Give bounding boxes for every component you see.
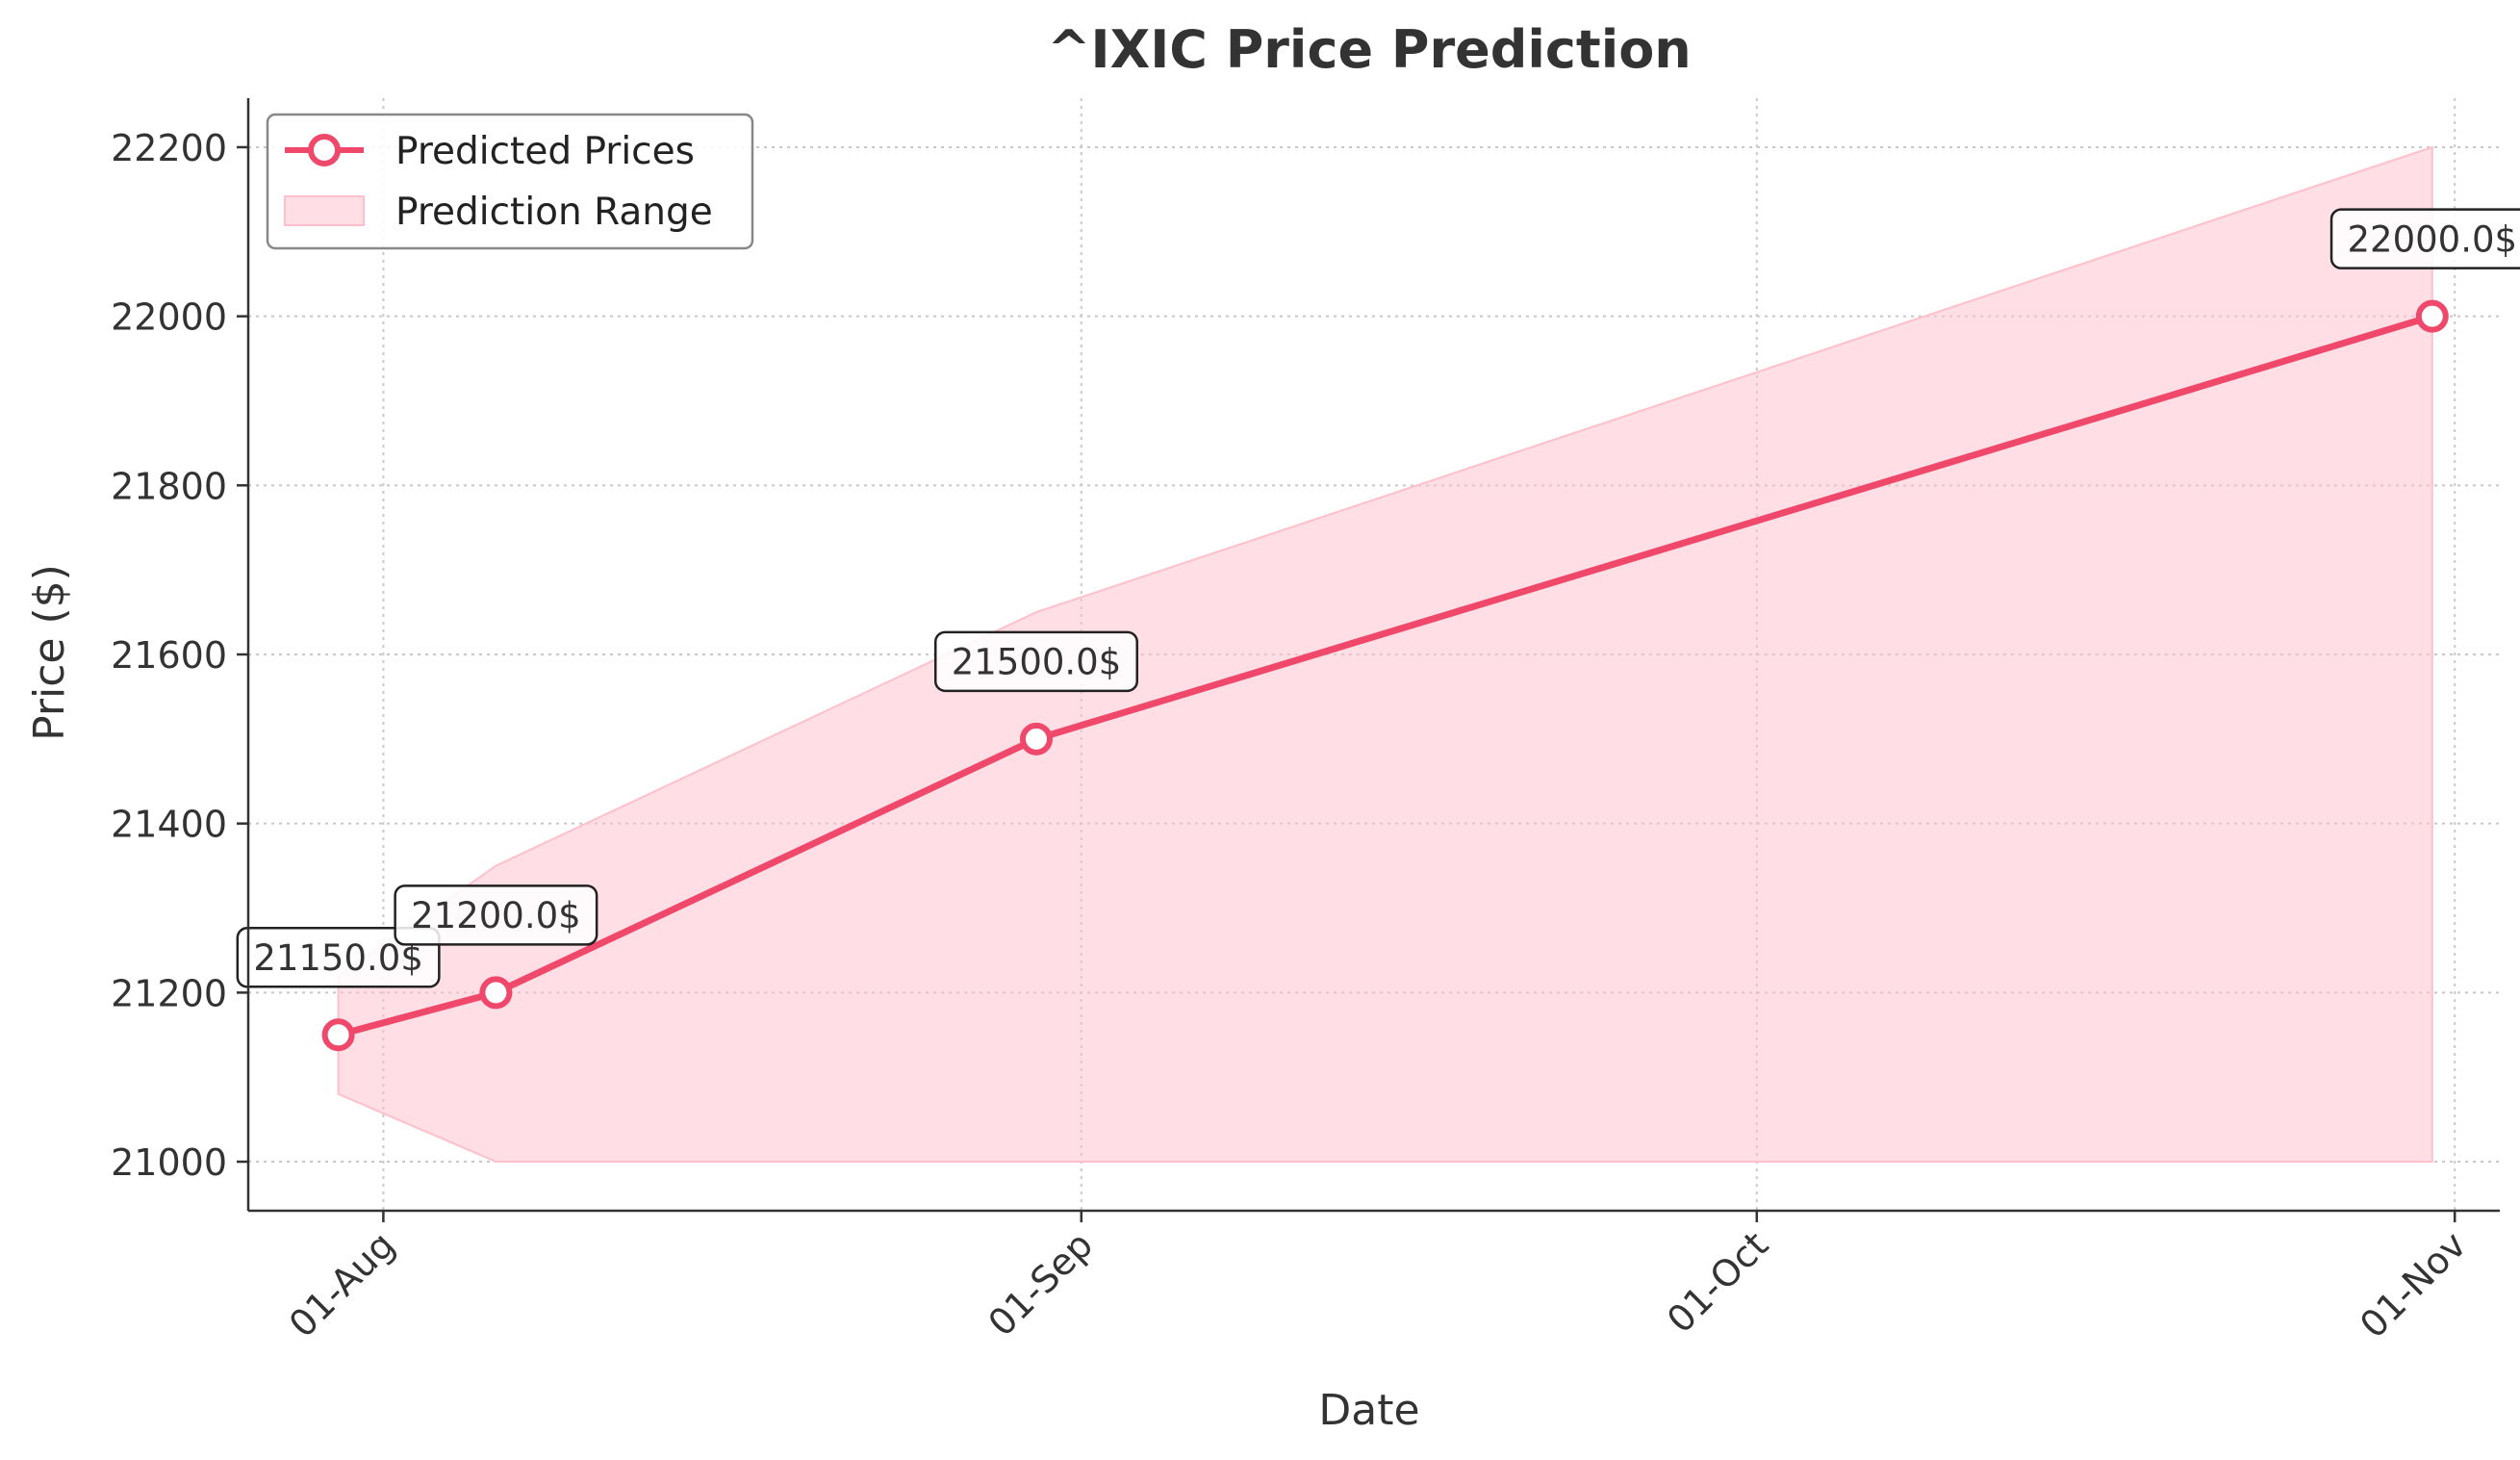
- data-label-text: 21150.0$: [253, 937, 423, 979]
- y-tick-label: 21000: [111, 1141, 227, 1184]
- prediction-range-area: [337, 145, 2433, 1164]
- y-tick-label: 22000: [111, 296, 227, 339]
- predicted-points-layer: [321, 299, 2449, 1052]
- y-tick-label: 22200: [111, 127, 227, 169]
- legend-box: [266, 113, 754, 250]
- y-tick-label: 21400: [111, 804, 227, 846]
- predicted-price-point: [2415, 299, 2449, 333]
- data-label: 22000.0$: [2329, 208, 2520, 269]
- data-label-box: [933, 630, 1139, 693]
- predicted-price-point: [321, 1018, 355, 1052]
- legend-label-predicted: Predicted Prices: [395, 130, 695, 173]
- data-label: 21500.0$: [933, 630, 1139, 693]
- data-label-text: 21200.0$: [411, 895, 581, 936]
- legend: Predicted Prices Prediction Range: [266, 113, 754, 250]
- x-axis-label: Date: [1318, 1386, 1419, 1435]
- prediction-range-layer: [337, 145, 2433, 1164]
- chart-title: ^IXIC Price Prediction: [1047, 19, 1692, 80]
- data-label-text: 22000.0$: [2348, 218, 2518, 260]
- predicted-price-point: [479, 976, 513, 1010]
- y-axis-ticks: 21000 21200 21400 21600 21800 22000 22200: [111, 127, 248, 1184]
- legend-label-range: Prediction Range: [395, 191, 713, 234]
- data-label-box: [2329, 208, 2520, 269]
- predicted-prices-line: [335, 313, 2436, 1038]
- predicted-price-point: [1020, 722, 1053, 756]
- y-tick-label: 21200: [111, 972, 227, 1014]
- data-label: 21200.0$: [394, 884, 598, 946]
- y-tick-label: 21600: [111, 634, 227, 677]
- data-label-box: [394, 884, 598, 946]
- legend-range-swatch: [284, 195, 365, 226]
- data-label: 21150.0$: [236, 927, 441, 988]
- data-label-box: [236, 927, 441, 988]
- predicted-line-layer: [335, 313, 2436, 1038]
- legend-marker-swatch: [308, 134, 341, 166]
- data-labels-layer: 21150.0$21200.0$ 21500.0$ 22000.0$: [236, 208, 2520, 988]
- y-tick-label: 21800: [111, 465, 227, 507]
- y-axis-label: Price ($): [25, 564, 74, 741]
- data-label-text: 21500.0$: [952, 642, 1122, 683]
